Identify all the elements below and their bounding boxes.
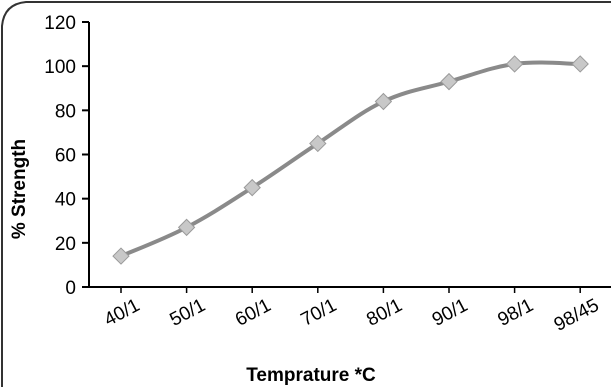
y-tick-label: 60	[55, 146, 76, 167]
x-axis-ticks: 40/1 50/1 60/1 70/1 80/1 90/1 98/1 98/45	[101, 287, 603, 336]
strength-series	[112, 55, 589, 265]
x-tick-label: 98/45	[551, 295, 603, 336]
data-point	[309, 134, 327, 153]
data-point	[440, 72, 458, 91]
x-tick-label: 40/1	[101, 295, 144, 331]
y-tick-label: 40	[55, 190, 76, 211]
data-point	[571, 55, 589, 73]
y-tick-label: 0	[65, 278, 76, 299]
y-tick-label: 20	[55, 234, 76, 255]
y-axis-title: % Strength	[9, 139, 30, 239]
y-axis-ticks: 0 20 40 60 80 100 120	[44, 13, 89, 299]
x-tick-label: 60/1	[232, 295, 275, 331]
y-tick-label: 80	[55, 101, 76, 122]
data-point	[243, 178, 261, 197]
y-tick-label: 120	[44, 13, 76, 34]
data-point	[112, 247, 130, 265]
x-tick-label: 90/1	[429, 295, 472, 331]
x-tick-label: 50/1	[166, 295, 209, 331]
y-tick-label: 100	[44, 57, 76, 78]
data-point	[177, 218, 196, 237]
data-point	[374, 92, 393, 111]
x-tick-label: 98/1	[494, 295, 537, 331]
x-tick-label: 80/1	[363, 295, 406, 331]
x-axis-title: Temprature *C	[246, 365, 376, 386]
data-point	[505, 55, 524, 73]
x-tick-label: 70/1	[298, 295, 341, 331]
